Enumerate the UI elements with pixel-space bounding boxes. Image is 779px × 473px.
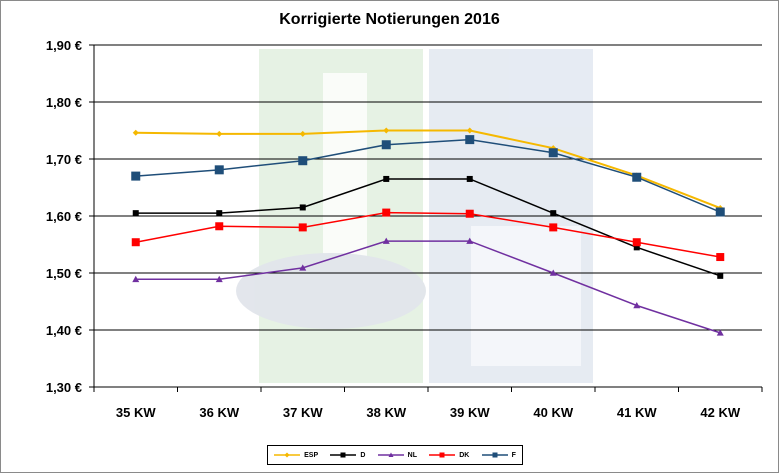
legend-item-d: D bbox=[330, 451, 365, 459]
data-point-nl bbox=[132, 275, 140, 283]
y-tick-label: 1,30 € bbox=[46, 380, 82, 395]
data-point-nl bbox=[299, 264, 307, 271]
series-line-esp bbox=[135, 129, 721, 209]
series-group bbox=[131, 127, 725, 336]
legend-label: D bbox=[360, 451, 366, 459]
data-point-dk bbox=[716, 253, 725, 262]
legend-item-dk: DK bbox=[429, 451, 469, 459]
legend-swatch-marker bbox=[492, 452, 498, 458]
data-point-dk bbox=[131, 238, 140, 247]
legend-label: F bbox=[511, 451, 516, 459]
x-tick-label: 38 KW bbox=[366, 405, 406, 420]
legend-swatch-esp bbox=[274, 452, 301, 458]
legend-swatch-nl bbox=[377, 452, 404, 457]
data-point-f bbox=[131, 171, 141, 181]
data-point-d bbox=[132, 210, 139, 217]
data-point-f bbox=[214, 165, 224, 175]
legend-swatch-marker bbox=[388, 452, 394, 457]
y-tick-label: 1,70 € bbox=[46, 152, 82, 167]
data-point-dk bbox=[382, 208, 391, 217]
data-point-f bbox=[465, 135, 475, 145]
legend-swatch-marker bbox=[439, 452, 445, 458]
series-nl bbox=[132, 237, 724, 336]
data-point-d bbox=[466, 175, 473, 182]
legend-swatch-marker bbox=[284, 452, 290, 458]
legend-item-nl: NL bbox=[377, 451, 417, 459]
gridlines bbox=[94, 44, 762, 388]
x-tick-label: 35 KW bbox=[116, 405, 156, 420]
data-point-d bbox=[383, 175, 390, 182]
series-d bbox=[132, 175, 724, 279]
data-point-dk bbox=[298, 223, 307, 232]
data-point-f bbox=[632, 172, 642, 182]
data-point-d bbox=[633, 244, 640, 251]
y-tick-labels: 1,30 € 1,40 € 1,50 € 1,60 € 1,70 € 1,80 € 1,90… bbox=[46, 38, 82, 395]
y-tick-label: 1,80 € bbox=[46, 95, 82, 110]
x-tick-label: 39 KW bbox=[450, 405, 490, 420]
legend-swatch-dk bbox=[429, 452, 456, 458]
legend-label: ESP bbox=[304, 451, 319, 459]
data-point-d bbox=[299, 204, 306, 211]
data-point-f bbox=[298, 156, 308, 166]
legend-swatch-d bbox=[330, 452, 357, 458]
data-point-dk bbox=[215, 222, 224, 231]
data-point-dk bbox=[632, 238, 641, 247]
x-tick-label: 41 KW bbox=[617, 405, 657, 420]
x-tick-label: 40 KW bbox=[533, 405, 573, 420]
data-point-d bbox=[717, 272, 724, 279]
y-tick-label: 1,90 € bbox=[46, 38, 82, 53]
x-tick-label: 37 KW bbox=[283, 405, 323, 420]
data-point-nl bbox=[549, 269, 557, 276]
data-point-f bbox=[381, 140, 391, 150]
x-tick-label: 36 KW bbox=[199, 405, 239, 420]
x-tick-label: 42 KW bbox=[700, 405, 740, 420]
y-tick-label: 1,40 € bbox=[46, 323, 82, 338]
legend: ESP D NL DK F bbox=[267, 445, 523, 465]
data-point-esp bbox=[383, 127, 390, 134]
series-line-f bbox=[135, 138, 721, 213]
axes bbox=[89, 44, 763, 392]
legend-label: NL bbox=[407, 451, 417, 459]
legend-swatch-marker bbox=[340, 452, 346, 458]
data-point-dk bbox=[549, 223, 558, 232]
data-point-f bbox=[548, 148, 558, 158]
legend-item-esp: ESP bbox=[274, 451, 318, 459]
data-point-nl bbox=[466, 237, 474, 244]
data-point-dk bbox=[465, 209, 474, 218]
series-esp bbox=[132, 127, 724, 212]
chart-title: Korrigierte Notierungen 2016 bbox=[279, 11, 500, 28]
legend-item-f: F bbox=[481, 451, 516, 459]
data-point-d bbox=[550, 210, 557, 217]
series-dk bbox=[131, 208, 725, 262]
data-point-f bbox=[715, 207, 725, 217]
data-point-esp bbox=[466, 127, 473, 134]
data-point-esp bbox=[216, 130, 223, 137]
data-point-esp bbox=[132, 129, 139, 136]
series-line-dk bbox=[135, 211, 721, 258]
legend-label: DK bbox=[459, 451, 470, 459]
y-tick-label: 1,60 € bbox=[46, 209, 82, 224]
data-point-esp bbox=[299, 130, 306, 137]
legend-swatch-f bbox=[481, 452, 508, 458]
data-point-nl bbox=[633, 301, 641, 309]
data-point-nl bbox=[716, 329, 724, 336]
series-line-nl bbox=[135, 240, 721, 334]
series-f bbox=[131, 135, 725, 217]
y-tick-label: 1,50 € bbox=[46, 266, 82, 281]
data-point-nl bbox=[215, 275, 223, 283]
data-point-d bbox=[216, 210, 223, 217]
series-line-d bbox=[135, 178, 721, 277]
data-point-nl bbox=[382, 237, 390, 244]
x-tick-labels: 35 KW 36 KW 37 KW 38 KW 39 KW 40 KW 41 KW 42 KW bbox=[116, 405, 741, 420]
